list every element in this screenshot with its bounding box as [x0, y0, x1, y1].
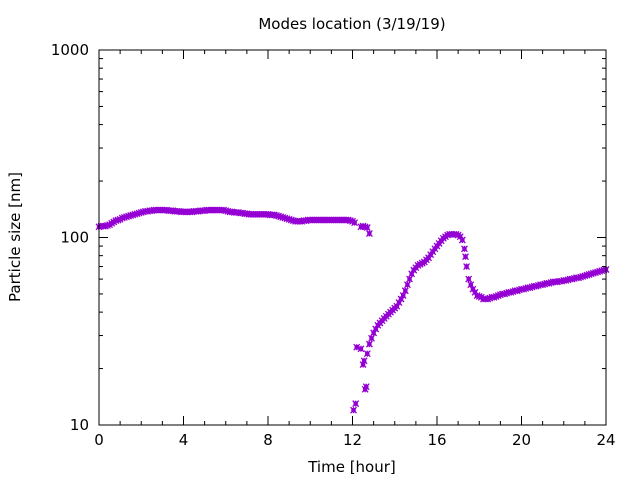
x-tick-label: 12: [343, 431, 362, 449]
y-axis-ticks: 10 100 1000: [51, 41, 606, 434]
data-point: [458, 236, 466, 244]
x-tick-label: 24: [596, 431, 615, 449]
data-point: [401, 287, 409, 295]
x-tick-label: 8: [263, 431, 273, 449]
x-tick-label: 20: [512, 431, 531, 449]
data-point: [406, 275, 413, 283]
data-point: [368, 334, 375, 342]
data-point: [463, 263, 471, 271]
data-points: [95, 206, 610, 414]
y-tick-label: 10: [70, 416, 89, 434]
data-point: [353, 343, 361, 351]
x-axis-label: Time [hour]: [307, 458, 396, 476]
data-point: [365, 230, 373, 237]
y-tick-label: 100: [60, 229, 89, 247]
data-point: [403, 281, 411, 289]
data-point: [360, 357, 368, 365]
data-point: [363, 350, 371, 358]
data-point: [362, 383, 370, 391]
data-point: [462, 253, 469, 261]
data-point: [351, 219, 359, 227]
x-axis-ticks: 0 4 8 12 16 20 24: [94, 50, 616, 449]
x-tick-label: 16: [427, 431, 446, 449]
data-point: [465, 275, 473, 283]
data-point: [363, 224, 371, 232]
data-point: [357, 345, 365, 353]
data-point: [350, 406, 358, 414]
x-tick-label: 4: [179, 431, 189, 449]
y-axis-label: Particle size [nm]: [6, 172, 24, 302]
plot-frame: [98, 49, 607, 426]
data-point: [352, 400, 360, 408]
x-tick-label: 0: [94, 431, 104, 449]
chart-title: Modes location (3/19/19): [258, 15, 445, 33]
data-point: [365, 340, 373, 348]
data-point: [461, 245, 468, 253]
y-tick-label: 1000: [51, 41, 89, 59]
